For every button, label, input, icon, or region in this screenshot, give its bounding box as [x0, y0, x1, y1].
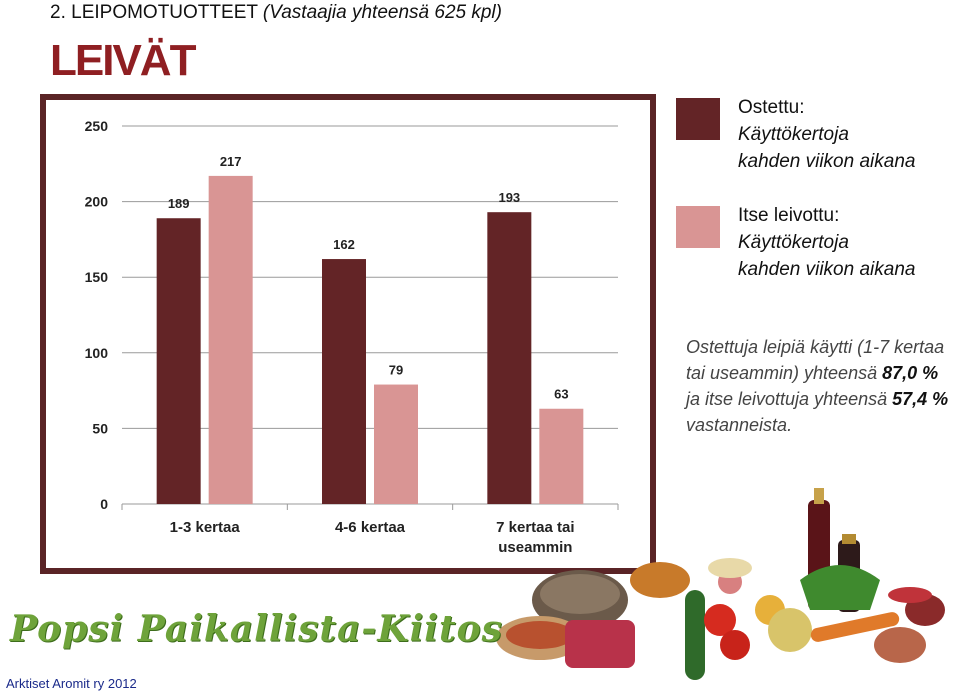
- data-label: 63: [554, 387, 568, 402]
- chart-frame: 0 50 100 150 200 250 189 217 1-3 kertaa 162 79 4-6 …: [40, 94, 656, 574]
- legend-text-ostettu: Ostettu: Käyttökertoja kahden viikon aik…: [738, 94, 960, 175]
- summary-note: Ostettuja leipiä käytti (1-7 kertaa tai …: [686, 334, 956, 438]
- bar: [539, 408, 584, 504]
- x-tick-label: useammin: [498, 539, 572, 556]
- y-tick-label: 250: [85, 118, 109, 134]
- page-header: 2. LEIPOMOTUOTTEET (Vastaajia yhteensä 6…: [50, 2, 502, 24]
- footer-text: Arktiset Aromit ry 2012: [6, 676, 137, 691]
- food-illustration: [496, 488, 945, 680]
- legend-label: kahden viikon aikana: [738, 259, 916, 280]
- note-value-ostettu: 87,0 %: [882, 363, 939, 383]
- data-label: 193: [498, 190, 520, 205]
- bar: [322, 259, 366, 504]
- x-tick-label: 1-3 kertaa: [170, 519, 241, 536]
- legend-text-itse-leivottu: Itse leivottu: Käyttökertoja kahden viik…: [738, 202, 960, 283]
- y-tick-label: 100: [85, 345, 109, 361]
- y-tick-label: 50: [92, 420, 108, 436]
- section-title: LEIVÄT: [50, 36, 196, 85]
- legend-label: Käyttökertoja: [738, 232, 849, 253]
- note-text: vastanneista.: [686, 415, 793, 435]
- legend-swatch-ostettu: [676, 98, 720, 140]
- y-tick-label: 0: [100, 496, 108, 512]
- data-label: 189: [168, 196, 190, 211]
- legend-label: kahden viikon aikana: [738, 151, 916, 172]
- y-tick-label: 200: [85, 194, 109, 210]
- data-label: 79: [389, 363, 403, 378]
- note-text: Ostettuja leipiä käytti (1-7 kertaa tai …: [686, 337, 945, 383]
- y-tick-label: 150: [85, 269, 109, 285]
- bar: [487, 212, 532, 504]
- bar: [208, 175, 253, 504]
- header-subtitle: (Vastaajia yhteensä 625 kpl): [262, 2, 502, 23]
- legend-swatch-itse-leivottu: [676, 206, 720, 248]
- brand-logo: Popsi Paikallista-Kiitos: [10, 608, 503, 650]
- bar: [374, 384, 418, 504]
- note-text: ja itse leivottuja yhteensä: [686, 389, 893, 409]
- legend-label: Käyttökertoja: [738, 124, 849, 145]
- x-tick-label: 4-6 kertaa: [335, 519, 406, 536]
- legend-label: Itse leivottu:: [738, 205, 840, 226]
- bar-chart: 0 50 100 150 200 250 189 217 1-3 kertaa 162 79 4-6 …: [85, 118, 619, 556]
- bar: [156, 218, 201, 504]
- legend-label: Ostettu:: [738, 97, 805, 118]
- header-main: 2. LEIPOMOTUOTTEET: [50, 2, 258, 23]
- data-label: 162: [333, 237, 355, 252]
- note-value-itse-leivottu: 57,4 %: [892, 389, 949, 409]
- x-tick-label: 7 kertaa tai: [496, 519, 574, 536]
- data-label: 217: [220, 154, 242, 169]
